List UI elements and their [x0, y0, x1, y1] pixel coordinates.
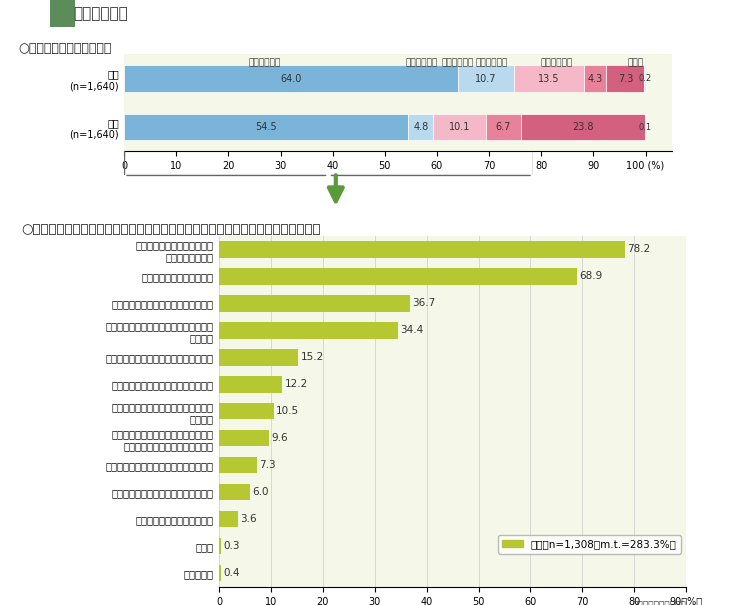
Text: 36.7: 36.7 [412, 298, 435, 309]
Text: 54.5: 54.5 [255, 122, 277, 132]
Bar [219, 269, 577, 284]
Text: 9.6: 9.6 [272, 433, 288, 443]
Text: 10.7: 10.7 [475, 74, 496, 83]
Text: 7.3: 7.3 [618, 74, 633, 83]
Bar [584, 65, 607, 92]
Text: 10.1: 10.1 [449, 122, 470, 132]
Bar [219, 538, 220, 554]
Text: 6.7: 6.7 [496, 122, 511, 132]
Text: 4.3: 4.3 [588, 74, 603, 83]
Bar [219, 241, 625, 258]
Text: 15.2: 15.2 [301, 353, 323, 362]
Text: 週に１日程度: 週に１日程度 [475, 59, 508, 68]
Text: ほとんどない: ほとんどない [541, 59, 573, 68]
Bar [219, 404, 274, 419]
Text: 6.0: 6.0 [253, 488, 269, 497]
Bar [219, 376, 283, 393]
Text: 無回答: 無回答 [627, 59, 643, 68]
Text: （３つまで複数回答）: （３つまで複数回答） [632, 601, 686, 605]
Text: 3.6: 3.6 [240, 514, 257, 525]
Text: 13.5: 13.5 [538, 74, 560, 83]
Text: ○食事を家族と一緒に食べることは、一人で食べるよりどのような利点があるか。: ○食事を家族と一緒に食べることは、一人で食べるよりどのような利点があるか。 [22, 223, 321, 237]
Text: 週に２～３日: 週に２～３日 [442, 59, 474, 68]
Bar [219, 349, 298, 365]
Bar [408, 114, 434, 140]
Legend: 総数（n=1,308、m.t.=283.3%）: 総数（n=1,308、m.t.=283.3%） [498, 535, 681, 554]
Text: 64.0: 64.0 [280, 74, 301, 83]
Bar [219, 430, 269, 446]
Text: 23.8: 23.8 [572, 122, 593, 132]
Bar [219, 457, 257, 474]
Bar [219, 484, 250, 500]
Text: 0.3: 0.3 [223, 541, 239, 551]
Bar [219, 295, 410, 312]
Text: 0.4: 0.4 [223, 568, 240, 578]
Bar [219, 322, 398, 339]
Bar [219, 511, 238, 528]
Bar [124, 65, 458, 92]
Text: 0.1: 0.1 [639, 123, 652, 131]
Text: 図表－13: 図表－13 [4, 7, 44, 20]
Text: 7.3: 7.3 [259, 460, 276, 470]
Bar [521, 114, 645, 140]
Bar [458, 65, 514, 92]
Bar [514, 65, 584, 92]
Text: 家族との共食: 家族との共食 [73, 6, 128, 21]
Bar [124, 114, 408, 140]
Text: ほとんど毎日: ほとんど毎日 [249, 59, 281, 68]
Text: ○家族と一緒に食べる頻度: ○家族と一緒に食べる頻度 [18, 42, 112, 55]
Text: 10.5: 10.5 [276, 407, 299, 416]
Bar [434, 114, 486, 140]
Bar [607, 65, 645, 92]
Text: 週に４～５日: 週に４～５日 [405, 59, 437, 68]
Text: 68.9: 68.9 [580, 272, 602, 281]
Bar [219, 565, 221, 581]
Text: 0.2: 0.2 [639, 74, 652, 83]
Text: 12.2: 12.2 [285, 379, 308, 390]
Text: 34.4: 34.4 [400, 325, 423, 335]
Text: 78.2: 78.2 [628, 244, 650, 255]
Text: 4.8: 4.8 [413, 122, 429, 132]
Bar [486, 114, 521, 140]
